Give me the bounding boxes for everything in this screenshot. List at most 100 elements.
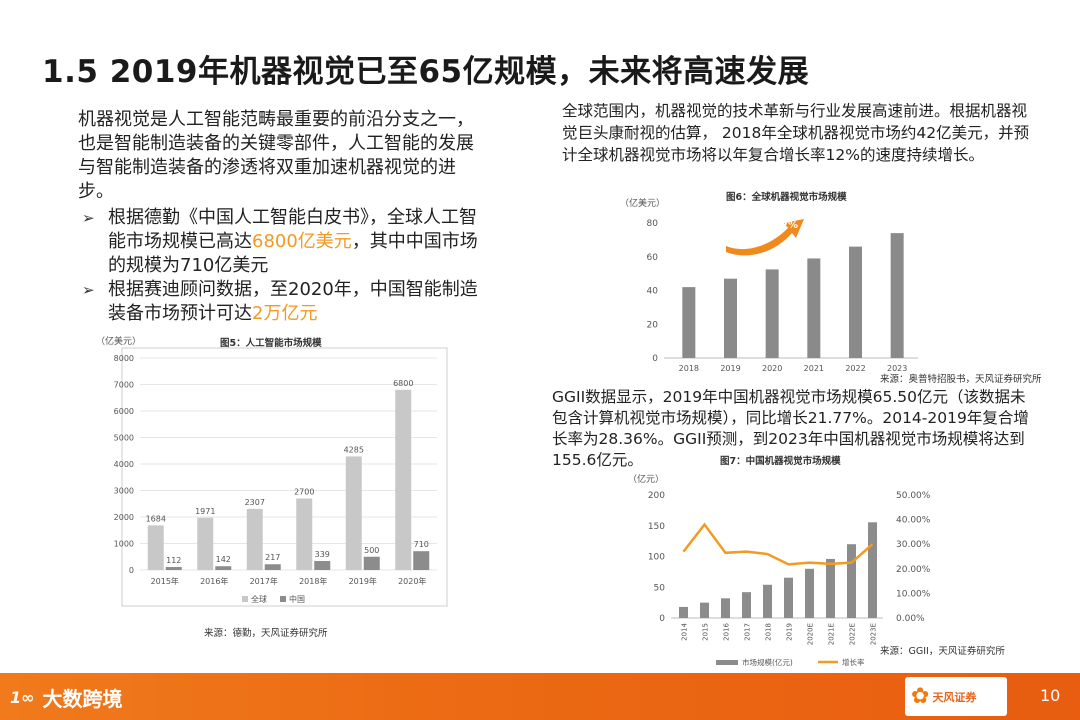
- y-tick-label: 50: [654, 583, 666, 593]
- x-tick-label: 2016: [723, 622, 731, 640]
- chart-source: 来源：奥普特招股书，天风证券研究所: [880, 373, 1042, 385]
- data-label: 1684: [146, 514, 166, 523]
- x-tick-label: 2018: [679, 364, 699, 373]
- chart-ai-market: （亿美元） 图5：人工智能市场规模 0 1000 2000 3000 4000 5000 600…: [92, 330, 452, 640]
- left-intro-text: 机器视觉是人工智能范畴最重要的前沿分支之一，也是智能制造装备的关键零部件，人工智…: [78, 109, 474, 202]
- chart-frame: [121, 347, 448, 607]
- x-tick-label: 2023E: [870, 623, 878, 645]
- data-label: 6800: [393, 379, 413, 388]
- chart-title: 图6：全球机器视觉市场规模: [726, 191, 847, 203]
- legend-label: 中国: [289, 594, 305, 604]
- data-label: 142: [216, 555, 231, 564]
- highlight-value: 2万亿元: [252, 303, 318, 324]
- bar-全球: [345, 456, 362, 570]
- chart-title: 图7：中国机器视觉市场规模: [720, 455, 841, 467]
- x-tick-label: 2022E: [849, 623, 857, 645]
- ggii-text: GGII数据显示，2019年中国机器视觉市场规模65.50亿元（该数据未包含计算…: [552, 388, 1029, 469]
- chart-source: 来源：GGII，天风证券研究所: [880, 645, 1005, 657]
- y-tick-label: 7000: [114, 381, 134, 390]
- chart-source: 来源：德勤，天风证券研究所: [204, 627, 328, 639]
- bar-中国: [264, 564, 281, 570]
- chart-global-mv-svg: （亿美元） 图6：全球机器视觉市场规模 0 20 40 60 80 2018 2019 2020 2…: [620, 191, 1042, 385]
- y-tick-label: 4000: [114, 460, 134, 469]
- legend-label: 市场规模(亿元): [742, 657, 793, 667]
- x-tick-label: 2018年: [299, 576, 327, 586]
- growth-arrow-icon: [726, 219, 804, 256]
- bar-中国: [413, 551, 430, 570]
- chart-unit-label: （亿美元）: [96, 335, 141, 347]
- y2-tick-label: 50.00%: [896, 491, 931, 501]
- bar: [763, 584, 772, 618]
- y-tick-label: 200: [648, 491, 665, 501]
- bar-全球: [246, 508, 263, 570]
- bar: [742, 592, 751, 618]
- y-tick-label: 6000: [114, 407, 134, 416]
- data-label: 217: [265, 553, 280, 562]
- y2-tick-label: 20.00%: [896, 565, 931, 575]
- chart-ai-market-svg: （亿美元） 图5：人工智能市场规模 0 1000 2000 3000 4000 5000 600…: [96, 335, 448, 639]
- y-tick-label: 0: [659, 614, 665, 624]
- y2-tick-label: 30.00%: [896, 540, 931, 550]
- y2-tick-label: 40.00%: [896, 516, 931, 526]
- y-tick-label: 100: [648, 553, 665, 563]
- bar: [890, 233, 904, 358]
- y-tick-label: 150: [648, 522, 665, 532]
- bar-中国: [363, 556, 380, 570]
- arrow-bullet-icon: ➢: [82, 281, 95, 299]
- bar: [805, 568, 814, 618]
- data-label: 710: [414, 540, 429, 549]
- bar: [679, 606, 688, 618]
- x-tick-label: 2019: [786, 623, 794, 641]
- y-tick-label: 0: [652, 354, 658, 364]
- x-tick-label: 2018: [765, 623, 773, 641]
- y-tick-label: 0: [129, 566, 134, 575]
- legend-label: 增长率: [842, 657, 865, 667]
- x-tick-label: 2020E: [807, 623, 815, 645]
- bar: [868, 522, 877, 618]
- x-tick-label: 2022: [845, 364, 865, 373]
- x-tick-label: 2017: [744, 623, 752, 641]
- footer-bar: 1∞ 大数跨境 ✿ 天风证券 10: [0, 673, 1080, 720]
- bar: [849, 246, 862, 358]
- bar-中国: [215, 566, 232, 570]
- company-logo: ✿ 天风证券: [905, 677, 1007, 716]
- x-tick-label: 2021E: [828, 623, 836, 645]
- left-intro-block: 机器视觉是人工智能范畴最重要的前沿分支之一，也是智能制造装备的关键零部件，人工智…: [78, 108, 478, 326]
- x-tick-label: 2020年: [398, 576, 426, 586]
- legend-label: 全球: [251, 594, 267, 604]
- bar-全球: [147, 525, 164, 570]
- company-logo-name: 天风证券: [932, 690, 977, 704]
- chart-china-mv-svg: 图7：中国机器视觉市场规模 （亿元） 0 50 100 150 200 0.00% 10.00%…: [628, 455, 1005, 667]
- bar: [826, 558, 835, 618]
- chart-title: 图5：人工智能市场规模: [220, 337, 322, 349]
- chart-global-mv: （亿美元） 图6：全球机器视觉市场规模 0 20 40 60 80 2018 2019 2020 2…: [618, 188, 1068, 390]
- bar: [721, 598, 730, 618]
- growth-rate-line: [682, 522, 874, 566]
- x-tick-label: 2017年: [250, 576, 278, 586]
- bullet-text: 根据德勤《中国人工智能白皮书》，全球人工智能市场规模已高达: [108, 207, 477, 252]
- arrow-bullet-icon: ➢: [82, 209, 95, 227]
- data-label: 4285: [344, 445, 364, 454]
- brand-mark-icon: 1∞: [10, 688, 35, 707]
- data-label: 1971: [195, 507, 215, 516]
- x-tick-label: 2016年: [200, 576, 228, 586]
- y-tick-label: 80: [647, 219, 659, 229]
- bar-全球: [395, 389, 412, 570]
- x-tick-label: 2015: [702, 623, 710, 641]
- bar: [847, 544, 856, 618]
- bullet-text: 根据赛迪顾问数据，至2020年，中国智能制造装备市场预计可达: [108, 279, 478, 324]
- chart-unit-label: （亿美元）: [620, 197, 665, 209]
- bar-中国: [165, 567, 182, 570]
- bar: [700, 602, 709, 618]
- bar: [724, 278, 737, 358]
- y2-tick-label: 10.00%: [896, 589, 931, 599]
- bar: [765, 269, 779, 358]
- y-tick-label: 2000: [114, 513, 134, 522]
- page-title: 1.5 2019年机器视觉已至65亿规模，未来将高速发展: [42, 54, 810, 90]
- footer-brand-name: 大数跨境: [42, 687, 123, 711]
- right-intro-text: 全球范围内，机器视觉的技术革新与行业发展高速前进。根据机器视觉巨头康耐视的估算，…: [562, 102, 1030, 164]
- x-tick-label: 2015年: [151, 576, 179, 586]
- y-tick-label: 3000: [114, 487, 134, 496]
- y-tick-label: 40: [647, 287, 659, 297]
- x-tick-label: 2020: [762, 364, 782, 373]
